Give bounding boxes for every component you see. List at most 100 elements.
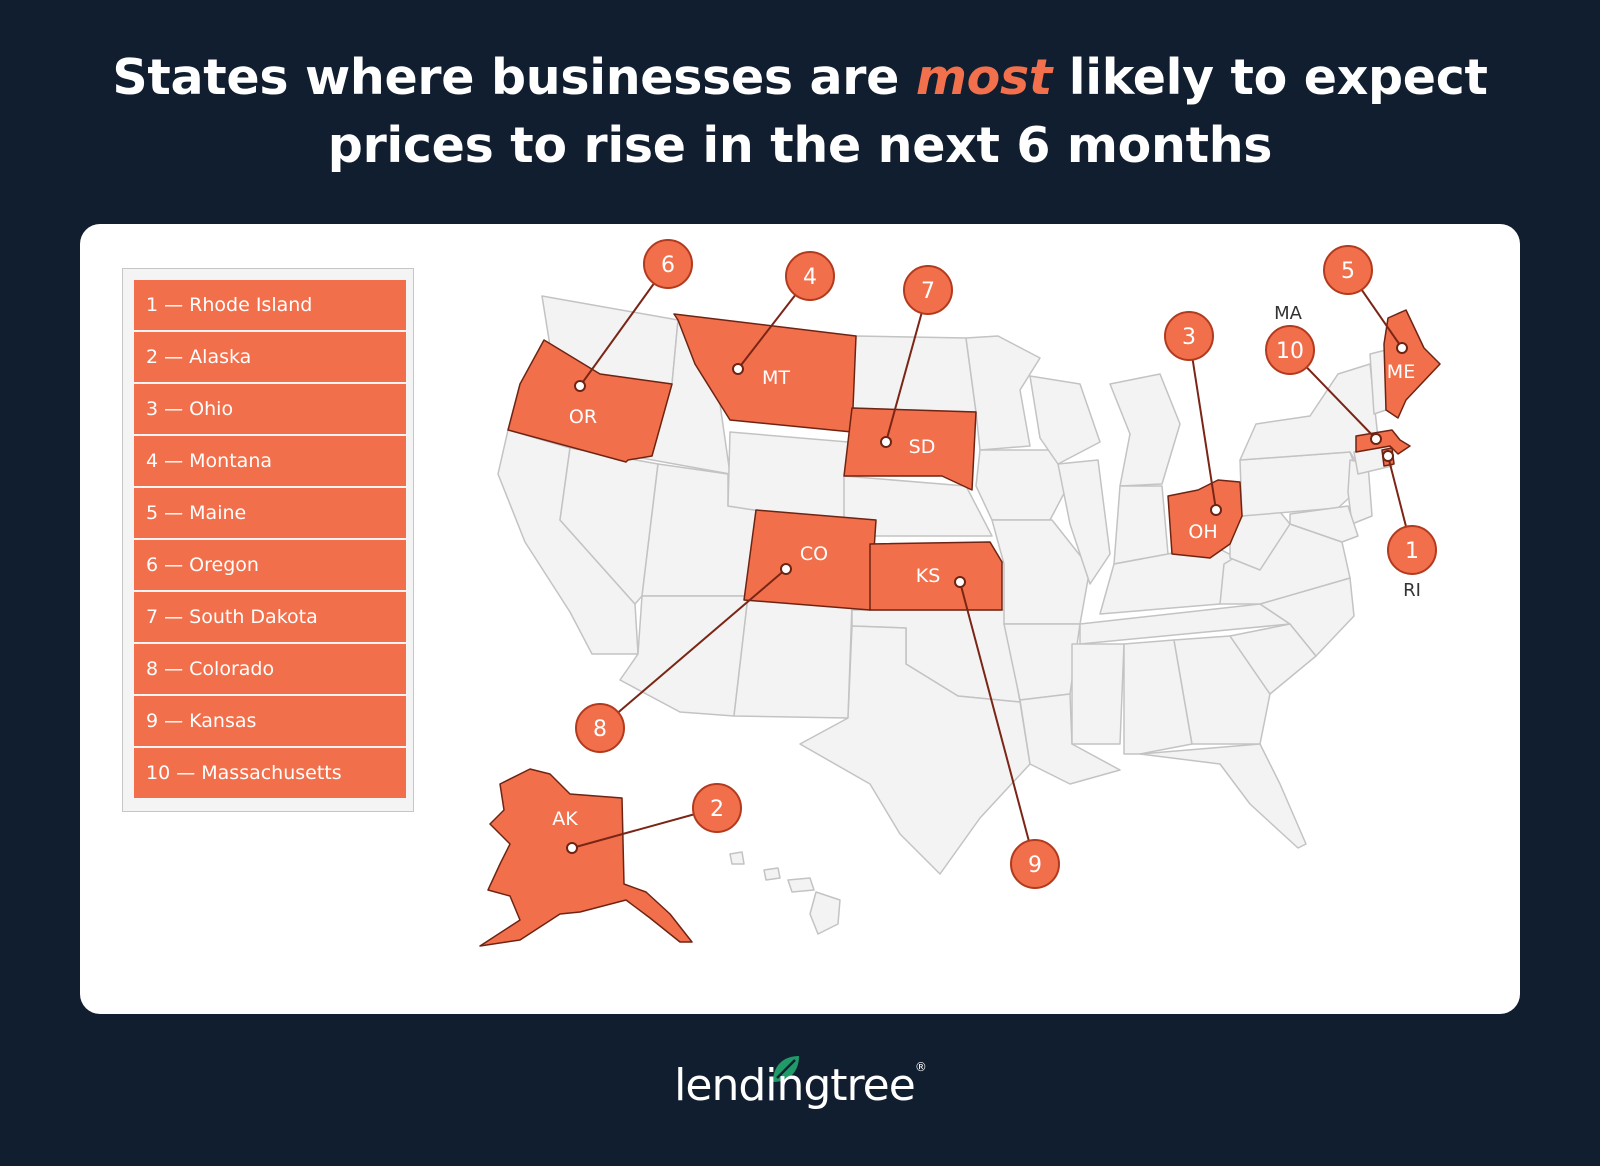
state-or bbox=[507, 339, 673, 463]
dot-me bbox=[1396, 342, 1408, 354]
state-nv bbox=[559, 447, 659, 605]
title-line-2: prices to rise in the next 6 months bbox=[327, 117, 1273, 174]
state-hi-3 bbox=[787, 877, 815, 893]
leader-ak bbox=[571, 807, 718, 849]
legend-item: 1 — Rhode Island bbox=[134, 280, 406, 330]
label-ri: RI bbox=[1403, 580, 1421, 601]
label-me: ME bbox=[1387, 361, 1415, 383]
badge-ri-number: 1 bbox=[1405, 539, 1419, 564]
state-mi bbox=[1109, 373, 1181, 487]
legend-item: 2 — Alaska bbox=[134, 332, 406, 382]
legend-item: 7 — South Dakota bbox=[134, 592, 406, 642]
badge-ma: 10 bbox=[1265, 325, 1315, 375]
legend-item: 8 — Colorado bbox=[134, 644, 406, 694]
badge-me-number: 5 bbox=[1341, 259, 1355, 284]
state-hi-1 bbox=[729, 851, 745, 865]
leader-oh bbox=[1188, 335, 1217, 511]
state-ga bbox=[1173, 635, 1271, 745]
brand-logo-text: lendingtree bbox=[674, 1060, 916, 1111]
title-text-after: likely to expect bbox=[1051, 49, 1488, 106]
state-mt bbox=[673, 313, 857, 433]
us-map: OR MT SD CO KS OH ME MA RI AK bbox=[479, 239, 1441, 947]
state-md-de bbox=[1289, 505, 1359, 543]
state-ma bbox=[1355, 429, 1411, 455]
state-il bbox=[1057, 459, 1111, 585]
badge-ma-number: 10 bbox=[1276, 339, 1304, 364]
state-sd bbox=[843, 407, 977, 491]
label-oh: OH bbox=[1188, 521, 1217, 543]
state-oh bbox=[1167, 479, 1243, 559]
brand-trademark: ® bbox=[914, 1060, 927, 1074]
dot-ma bbox=[1370, 433, 1382, 445]
label-sd: SD bbox=[909, 436, 936, 458]
state-wi bbox=[1029, 375, 1101, 465]
legend-item: 5 — Maine bbox=[134, 488, 406, 538]
badge-co: 8 bbox=[575, 703, 625, 753]
title-highlight: most bbox=[915, 49, 1052, 106]
label-co: CO bbox=[800, 543, 828, 565]
dot-ks bbox=[954, 576, 966, 588]
state-labels: OR MT SD CO KS OH ME MA RI AK bbox=[552, 303, 1421, 830]
state-nm bbox=[733, 595, 853, 719]
state-hi-2 bbox=[763, 867, 781, 881]
state-me bbox=[1383, 309, 1441, 419]
highlighted-states bbox=[479, 309, 1441, 947]
legend-item: 10 — Massachusetts bbox=[134, 748, 406, 798]
state-mn bbox=[965, 335, 1041, 451]
badge-ks-number: 9 bbox=[1028, 853, 1042, 878]
state-tx bbox=[799, 625, 1031, 875]
chart-title: States where businesses are most likely … bbox=[0, 44, 1600, 180]
label-ks: KS bbox=[916, 565, 941, 587]
state-hi-4 bbox=[809, 891, 841, 935]
badge-mt: 4 bbox=[785, 251, 835, 301]
badge-or-number: 6 bbox=[661, 253, 675, 278]
state-fl bbox=[1139, 743, 1307, 849]
brand-logo: lendingtree® bbox=[0, 1060, 1600, 1111]
leader-co bbox=[599, 568, 787, 729]
dot-sd bbox=[880, 436, 892, 448]
leader-sd bbox=[885, 289, 929, 443]
state-ms bbox=[1071, 643, 1125, 745]
dot-co bbox=[780, 563, 792, 575]
label-or: OR bbox=[569, 406, 597, 428]
leaf-logo-icon bbox=[773, 1056, 799, 1082]
state-nd bbox=[851, 335, 977, 413]
legend-item: 4 — Montana bbox=[134, 436, 406, 486]
rank-legend: 1 — Rhode Island 2 — Alaska 3 — Ohio 4 —… bbox=[122, 268, 414, 812]
legend-item: 3 — Ohio bbox=[134, 384, 406, 434]
state-la bbox=[1019, 693, 1121, 785]
dot-oh bbox=[1210, 504, 1222, 516]
badge-ri: 1 bbox=[1387, 525, 1437, 575]
title-line-1: States where businesses are most likely … bbox=[0, 44, 1600, 112]
badge-oh-number: 3 bbox=[1182, 325, 1196, 350]
legend-item: 6 — Oregon bbox=[134, 540, 406, 590]
state-al bbox=[1123, 639, 1193, 755]
dot-ri bbox=[1382, 450, 1394, 462]
title-text-before: States where businesses are bbox=[112, 49, 916, 106]
label-mt: MT bbox=[762, 367, 790, 389]
rank-badges: 6 4 7 8 9 3 5 10 1 2 bbox=[575, 239, 1437, 889]
map-card: OR MT SD CO KS OH ME MA RI AK bbox=[80, 224, 1520, 1014]
badge-me: 5 bbox=[1323, 245, 1373, 295]
badge-or: 6 bbox=[643, 239, 693, 289]
location-dots bbox=[566, 342, 1408, 854]
badge-sd-number: 7 bbox=[921, 279, 935, 304]
base-states bbox=[497, 295, 1407, 935]
leader-or bbox=[579, 263, 669, 387]
legend-item: 9 — Kansas bbox=[134, 696, 406, 746]
dot-or bbox=[574, 380, 586, 392]
badge-co-number: 8 bbox=[593, 717, 607, 742]
state-in bbox=[1113, 485, 1169, 565]
badge-oh: 3 bbox=[1164, 311, 1214, 361]
dot-mt bbox=[732, 363, 744, 375]
state-ak bbox=[479, 768, 693, 947]
badge-ak-number: 2 bbox=[710, 797, 724, 822]
label-ma: MA bbox=[1274, 303, 1303, 324]
state-ks bbox=[869, 541, 1003, 611]
badge-mt-number: 4 bbox=[803, 265, 817, 290]
dot-ak bbox=[566, 842, 578, 854]
label-ak: AK bbox=[552, 808, 578, 830]
badge-sd: 7 bbox=[903, 265, 953, 315]
badge-ak: 2 bbox=[692, 783, 742, 833]
badge-ks: 9 bbox=[1010, 839, 1060, 889]
